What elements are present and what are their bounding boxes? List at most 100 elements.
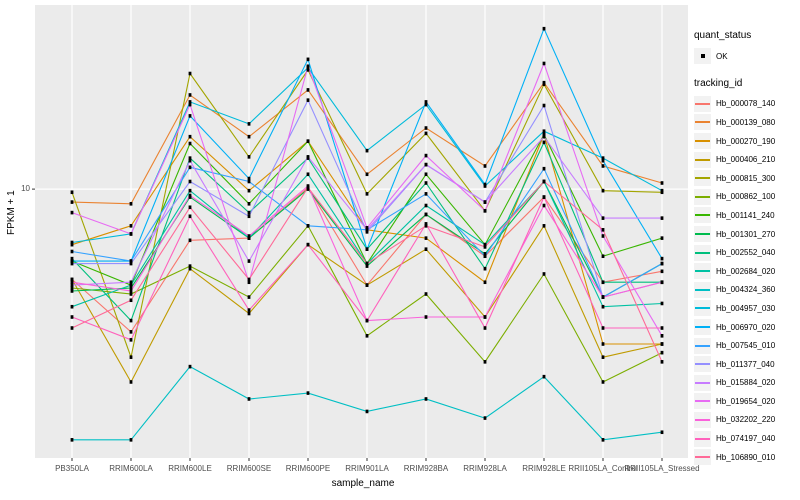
legend-key-box bbox=[694, 430, 711, 447]
data-point bbox=[70, 256, 74, 261]
data-point bbox=[601, 188, 605, 193]
legend-line-swatch bbox=[695, 140, 710, 143]
data-point bbox=[365, 230, 369, 234]
legend-key-box bbox=[694, 393, 711, 410]
data-point bbox=[247, 188, 251, 193]
data-point bbox=[424, 162, 428, 167]
x-tick-label: RRII105LA_Control bbox=[568, 464, 638, 473]
legend-item: Hb_032202_220 bbox=[694, 411, 798, 430]
data-point bbox=[70, 289, 74, 293]
data-point bbox=[424, 236, 428, 240]
data-point bbox=[424, 222, 428, 226]
legend-line-swatch bbox=[695, 288, 710, 291]
data-point bbox=[129, 259, 133, 263]
data-point bbox=[424, 181, 428, 185]
data-point bbox=[129, 318, 133, 323]
legend-item-label: Hb_000270_190 bbox=[716, 136, 776, 146]
data-point bbox=[188, 179, 192, 184]
data-point bbox=[542, 224, 546, 228]
x-tick-label: RRII105LA_Stressed bbox=[624, 464, 700, 473]
legend-item: Hb_001301_270 bbox=[694, 225, 798, 244]
data-point bbox=[247, 397, 251, 401]
legend-line-swatch bbox=[695, 158, 710, 161]
data-point bbox=[188, 71, 192, 76]
data-point bbox=[70, 304, 74, 309]
data-point bbox=[542, 82, 546, 87]
y-tick-label: 10 bbox=[21, 184, 30, 193]
legend-item: Hb_000815_300 bbox=[694, 169, 798, 188]
data-point bbox=[483, 242, 487, 247]
legend-item: Hb_004324_360 bbox=[694, 281, 798, 300]
legend-item: Hb_011377_040 bbox=[694, 355, 798, 374]
legend-item-label: Hb_032202_220 bbox=[716, 415, 776, 425]
data-point bbox=[365, 192, 369, 196]
legend-key-box bbox=[694, 411, 711, 428]
x-tick-label: RRIM600LA bbox=[109, 464, 153, 473]
data-point bbox=[601, 295, 605, 299]
data-point bbox=[129, 261, 133, 266]
data-point bbox=[129, 289, 133, 293]
legend-line-swatch bbox=[695, 344, 710, 347]
legend-key-box bbox=[694, 263, 711, 280]
data-point bbox=[188, 165, 192, 170]
legend-item-label: Hb_002552_040 bbox=[716, 248, 776, 258]
data-point bbox=[542, 203, 546, 208]
data-point bbox=[660, 334, 664, 338]
legend-item-label: Hb_001141_240 bbox=[716, 210, 775, 220]
data-point bbox=[660, 181, 664, 185]
legend-key-box bbox=[694, 133, 711, 150]
data-point bbox=[188, 134, 192, 139]
legend-item: Hb_004957_030 bbox=[694, 299, 798, 318]
data-point bbox=[247, 122, 251, 126]
data-point bbox=[70, 277, 74, 282]
legend-item-label: Hb_004324_360 bbox=[716, 285, 776, 295]
data-point bbox=[247, 280, 251, 285]
data-point bbox=[188, 214, 192, 219]
legend-item: Hb_006970_020 bbox=[694, 318, 798, 337]
data-point bbox=[601, 326, 605, 330]
data-point bbox=[306, 139, 310, 144]
data-point bbox=[247, 214, 251, 219]
data-point bbox=[247, 308, 251, 312]
x-tick-label: RRIM928LA bbox=[463, 464, 507, 473]
data-point bbox=[188, 141, 192, 146]
legend-key-box bbox=[694, 207, 711, 224]
data-point bbox=[483, 164, 487, 168]
legend-item: Hb_019654_020 bbox=[694, 392, 798, 411]
data-point bbox=[424, 397, 428, 401]
data-point bbox=[365, 283, 369, 287]
data-point bbox=[247, 259, 251, 263]
data-point bbox=[129, 330, 133, 334]
data-point bbox=[660, 342, 664, 346]
legend-quant-status: quant_status OK bbox=[694, 30, 798, 66]
legend-item: Hb_000270_190 bbox=[694, 132, 798, 151]
data-point bbox=[660, 301, 664, 306]
data-point bbox=[365, 409, 369, 414]
x-tick-label: RRIM928LE bbox=[522, 464, 566, 473]
data-point bbox=[424, 192, 428, 196]
data-point bbox=[365, 172, 369, 177]
data-point bbox=[247, 234, 251, 238]
data-point bbox=[660, 256, 664, 261]
data-point bbox=[542, 134, 546, 139]
data-point bbox=[660, 269, 664, 274]
x-tick-label: RRIM600PE bbox=[285, 464, 331, 473]
legend-key-box bbox=[694, 226, 711, 243]
data-point bbox=[424, 292, 428, 296]
legend-item: Hb_015884_020 bbox=[694, 374, 798, 393]
data-point bbox=[542, 132, 546, 137]
data-point bbox=[129, 298, 133, 303]
data-point bbox=[247, 176, 251, 181]
legend-item-label: Hb_006970_020 bbox=[716, 322, 776, 332]
data-point bbox=[483, 209, 487, 213]
data-point bbox=[601, 216, 605, 220]
legend-key-box bbox=[694, 281, 711, 298]
data-point bbox=[424, 224, 428, 228]
data-point bbox=[70, 240, 74, 245]
data-point bbox=[129, 232, 133, 236]
data-point bbox=[660, 188, 664, 193]
data-point bbox=[542, 61, 546, 66]
legend-item-label: Hb_011377_040 bbox=[716, 359, 775, 369]
data-point bbox=[424, 247, 428, 251]
